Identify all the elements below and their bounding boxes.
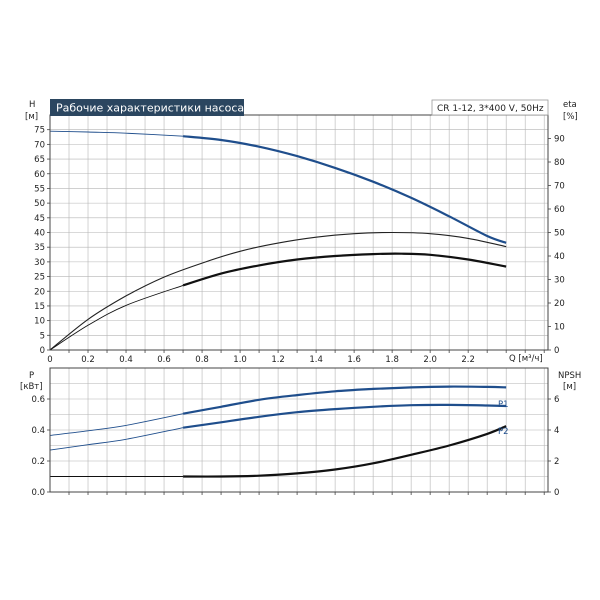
y-tick-label-right: 70 — [554, 182, 565, 192]
y-tick-label-left: 25 — [34, 273, 45, 283]
y-tick-label-right: 60 — [554, 205, 565, 215]
bottom-left-axis-unit: [кВт] — [20, 382, 43, 392]
y-tick-label-left: 5 — [40, 331, 45, 341]
y-tick-label-right: 10 — [554, 323, 565, 333]
series-1-extrapolated-line — [49, 427, 184, 451]
bottom-right-axis-unit: [м] — [563, 382, 576, 392]
y-tick-label-left: 0.0 — [31, 488, 45, 498]
series-0-extrapolated-line — [49, 413, 184, 436]
x-tick-label: 2.2 — [461, 355, 475, 365]
x-tick-label: 0.8 — [195, 355, 209, 365]
x-tick-label: 0.2 — [81, 355, 95, 365]
series-0-line — [182, 385, 507, 415]
series-1-line — [182, 403, 507, 429]
series-0-extrapolated-line — [49, 130, 184, 137]
y-tick-label-right: 40 — [554, 252, 565, 262]
y-tick-label-right: 0 — [554, 488, 559, 498]
y-tick-label-left: 30 — [34, 258, 45, 268]
y-tick-label-left: 35 — [34, 243, 45, 253]
y-tick-label-left: 20 — [34, 287, 45, 297]
y-tick-label-left: 50 — [34, 199, 45, 209]
x-axis-label: Q [м³/ч] — [509, 354, 543, 364]
x-tick-label: 1.4 — [309, 355, 323, 365]
chart-title-box — [50, 99, 244, 116]
y-tick-label-right: 30 — [554, 276, 565, 286]
y-tick-label-left: 70 — [34, 140, 45, 150]
top-chart-tick-labels: 0 5 10 15 20 25 30 35 40 45 50 55 60 65 70 75 0 10 20 30 40 5… — [34, 126, 565, 365]
chart-title: Рабочие характеристики насоса — [56, 102, 244, 115]
series-1-line — [49, 231, 507, 351]
chart-subtitle-box — [431, 99, 549, 116]
y-tick-label-left: 0.2 — [31, 457, 45, 467]
x-tick-label: 0 — [47, 355, 52, 365]
series-2-line — [182, 252, 507, 287]
x-tick-label: 2.0 — [423, 355, 437, 365]
y-tick-label-left: 55 — [34, 184, 45, 194]
series-2-extrapolated-line — [49, 284, 184, 351]
x-tick-label: 1.6 — [347, 355, 361, 365]
y-tick-label-left: 0.6 — [31, 395, 45, 405]
series-2-line — [183, 425, 507, 478]
bottom-left-axis-label: P — [29, 371, 34, 381]
top-right-axis-label: eta — [563, 100, 577, 110]
bottom-chart-series — [49, 385, 507, 478]
series-label-p2: P2 — [498, 427, 509, 437]
x-tick-label: 1.2 — [271, 355, 285, 365]
top-left-axis-label: H — [29, 100, 35, 110]
y-tick-label-right: 80 — [554, 158, 565, 168]
y-tick-label-left: 75 — [34, 126, 45, 136]
x-tick-label: 1.0 — [233, 355, 247, 365]
y-tick-label-left: 0 — [40, 346, 45, 356]
bottom-chart-grid — [50, 368, 548, 492]
series-label-p1: P1 — [498, 400, 509, 410]
y-tick-label-left: 15 — [34, 302, 45, 312]
y-tick-label-left: 40 — [34, 229, 45, 239]
chart-subtitle: CR 1-12, 3*400 V, 50Hz — [437, 104, 544, 114]
y-tick-label-right: 50 — [554, 229, 565, 239]
y-tick-label-right: 20 — [554, 299, 565, 309]
bottom-right-axis-label: NPSH — [558, 371, 581, 381]
y-tick-label-right: 0 — [554, 346, 559, 356]
top-chart-grid — [50, 115, 548, 350]
y-tick-label-left: 45 — [34, 214, 45, 224]
series-0-line — [182, 135, 507, 244]
bottom-chart-tick-labels: 0.0 0.2 0.4 0.6 0 2 4 6 — [31, 395, 559, 498]
y-tick-label-right: 6 — [554, 395, 559, 405]
x-tick-label: 0.4 — [119, 355, 133, 365]
y-tick-label-right: 90 — [554, 135, 565, 145]
top-left-axis-unit: [м] — [25, 112, 38, 122]
y-tick-label-right: 4 — [554, 426, 559, 436]
y-tick-label-left: 0.4 — [31, 426, 45, 436]
top-right-axis-unit: [%] — [563, 112, 578, 122]
y-tick-label-left: 65 — [34, 155, 45, 165]
y-tick-label-left: 60 — [34, 170, 45, 180]
y-tick-label-right: 2 — [554, 457, 559, 467]
x-tick-label: 1.8 — [385, 355, 399, 365]
top-chart-series — [49, 130, 507, 351]
x-tick-label: 0.6 — [157, 355, 171, 365]
y-tick-label-left: 10 — [34, 317, 45, 327]
